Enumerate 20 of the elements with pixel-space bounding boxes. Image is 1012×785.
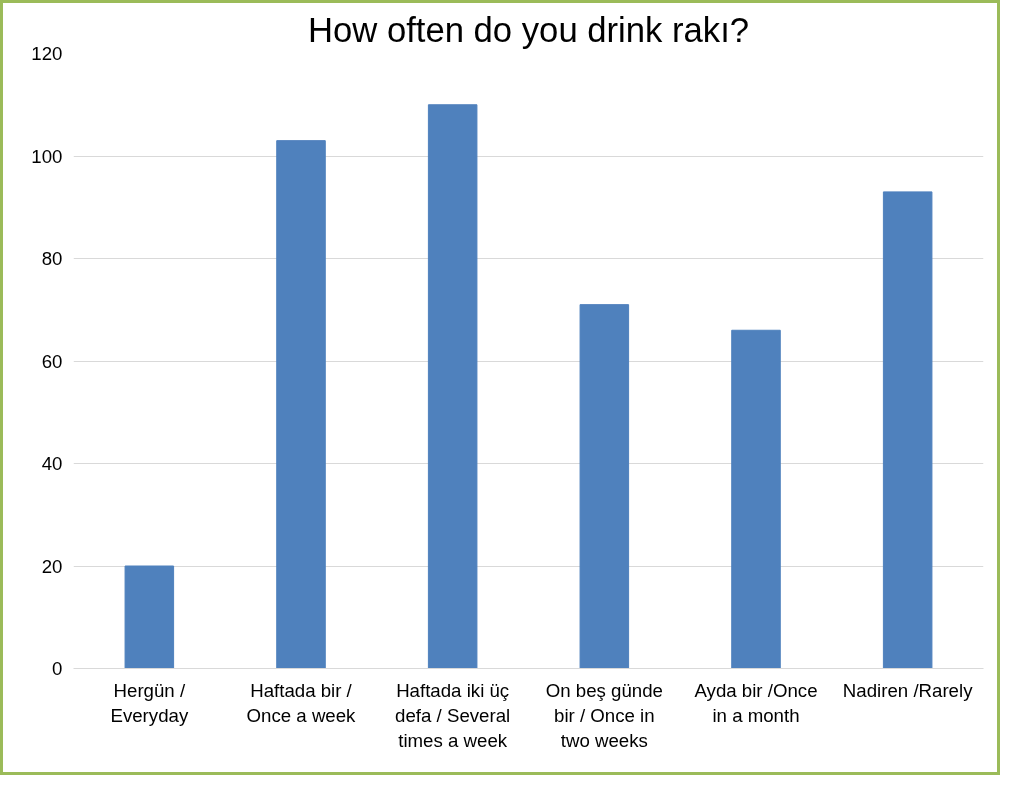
bar: [579, 304, 630, 669]
bar: [427, 104, 478, 669]
y-tick-label: 120: [31, 43, 63, 64]
chart-title: How often do you drink rakı?: [307, 10, 750, 49]
y-tick-label: 80: [41, 248, 63, 269]
bar: [276, 140, 326, 669]
x-tick-label: On beş günde bir / Once in two weeks: [545, 679, 663, 751]
y-tick-label: 100: [31, 145, 63, 167]
bar: [124, 565, 175, 669]
x-tick-label: Hergün / Everyday: [110, 679, 189, 726]
y-tick-label: 20: [41, 555, 63, 577]
x-tick-label: Haftada bir / Once a week: [246, 679, 357, 726]
x-tick-label: Nadiren /Rarely: [842, 679, 974, 701]
bar: [882, 191, 933, 669]
y-tick-label: 40: [41, 453, 63, 474]
x-tick-label: Ayda bir /Once in a month: [694, 679, 818, 726]
x-tick-label: Haftada iki üç defa / Several times a week: [395, 679, 511, 751]
bar: [731, 329, 781, 669]
y-tick-label: 60: [41, 350, 63, 372]
y-tick-label: 0: [52, 658, 63, 679]
